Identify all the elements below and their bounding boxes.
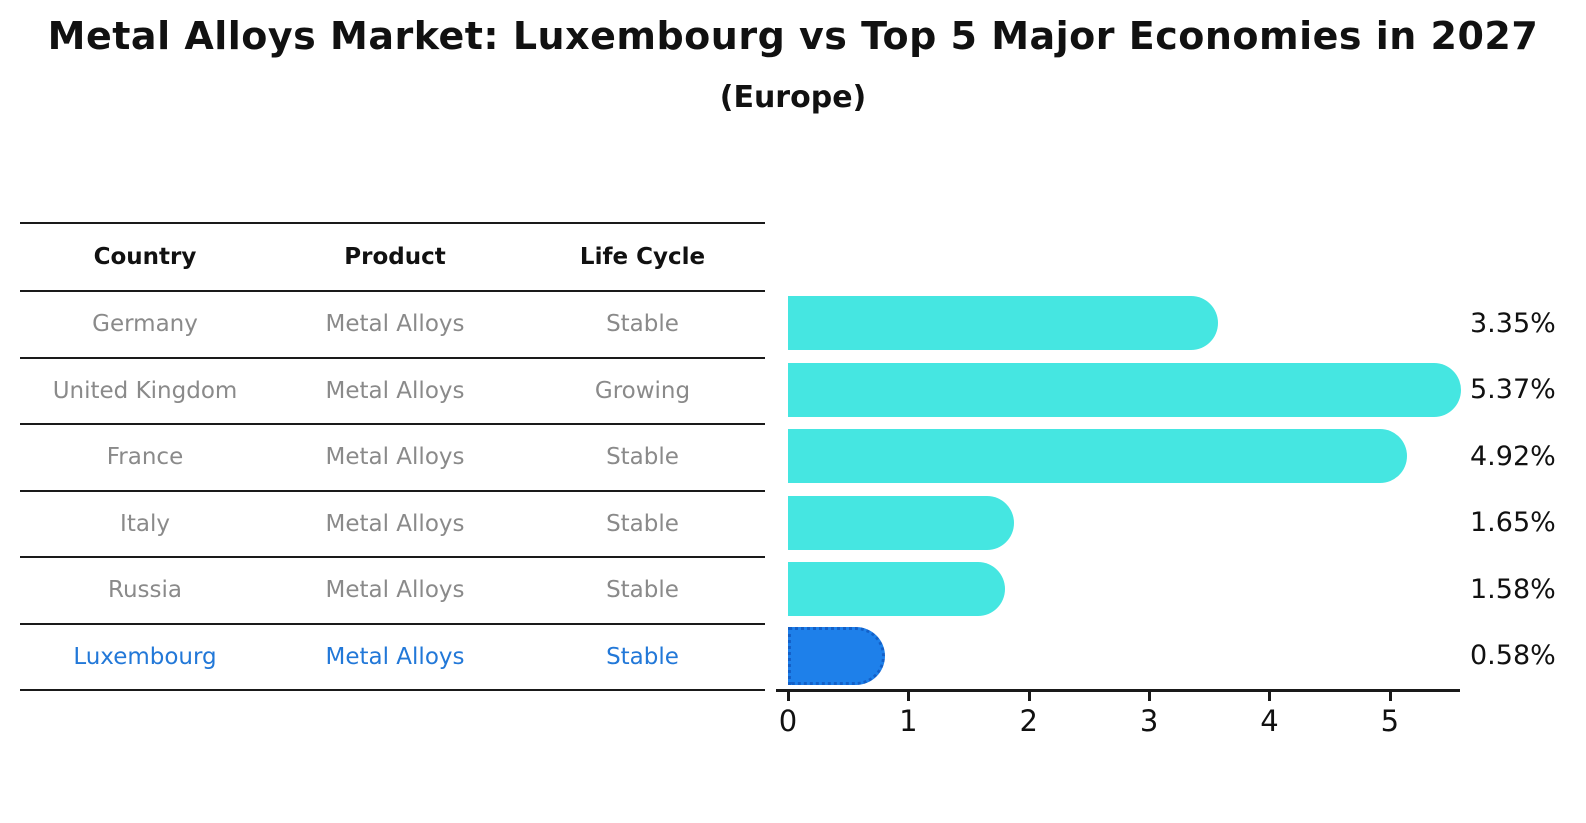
table-row: Russia Metal Alloys Stable: [20, 558, 765, 625]
page-title: Metal Alloys Market: Luxembourg vs Top 5…: [47, 14, 1539, 58]
bar: [788, 362, 1462, 417]
cell-product: Metal Alloys: [325, 444, 465, 471]
cell-country: Russia: [108, 577, 182, 604]
axis-tick-label: 1: [899, 704, 918, 738]
cell-country: United Kingdom: [52, 377, 238, 404]
col-header-lifecycle: Life Cycle: [579, 244, 706, 270]
col-header-country: Country: [93, 244, 197, 270]
bar: [788, 296, 1219, 350]
cell-country: Italy: [120, 510, 170, 537]
cell-product: Metal Alloys: [325, 643, 465, 670]
bar-value-label: 1.65%: [1470, 507, 1556, 539]
axis-tick-mark: [907, 692, 911, 701]
table-body: Germany Metal Alloys Stable United Kingd…: [20, 292, 765, 691]
bar-series: [788, 290, 1462, 690]
table-row: France Metal Alloys Stable: [20, 425, 765, 492]
axis-tick-label: 5: [1380, 704, 1400, 738]
col-header-product: Product: [344, 244, 446, 270]
table-header-row: Country Product Life Cycle: [20, 224, 765, 292]
bar-row: [788, 423, 1456, 490]
cell-lifecycle: Stable: [606, 510, 679, 537]
cell-lifecycle: Stable: [606, 311, 679, 338]
cell-country: Luxembourg: [73, 643, 217, 670]
axis-tick-mark: [1148, 692, 1152, 701]
bar-row: [788, 623, 1456, 690]
axis-tick-mark: [1388, 692, 1392, 701]
axis-tick-mark: [1268, 692, 1272, 701]
cell-lifecycle: Stable: [606, 444, 679, 471]
bar-row: [788, 290, 1456, 357]
value-labels: 3.35% 5.37% 4.92% 1.65% 1.58% 0.58%: [1470, 290, 1586, 689]
bar-value-label: 3.35%: [1470, 307, 1556, 339]
bar-row: [788, 556, 1456, 623]
bar-value-label: 1.58%: [1470, 573, 1556, 605]
table-row: Germany Metal Alloys Stable: [20, 292, 765, 359]
page-subtitle: (Europe): [719, 80, 867, 115]
bar-row: [788, 357, 1462, 424]
cell-lifecycle: Growing: [594, 377, 691, 404]
axis-tick-label: 2: [1019, 704, 1038, 738]
axis-tick-label: 3: [1139, 704, 1159, 738]
cell-lifecycle: Stable: [606, 577, 679, 604]
bar-chart: 0 1 2 3 4 5: [776, 290, 1462, 738]
cell-country: Germany: [92, 311, 198, 338]
cell-lifecycle: Stable: [606, 643, 679, 670]
bar: [788, 429, 1408, 483]
bar-value-label: 0.58%: [1470, 640, 1556, 672]
country-table: Country Product Life Cycle Germany Metal…: [20, 222, 765, 691]
table-row: Italy Metal Alloys Stable: [20, 492, 765, 558]
cell-product: Metal Alloys: [325, 577, 465, 604]
bar: [788, 495, 1014, 550]
bar-row: [788, 490, 1456, 557]
cell-product: Metal Alloys: [325, 311, 465, 338]
bar: [788, 626, 885, 685]
x-axis-line: [776, 689, 1460, 692]
axis-tick-mark: [787, 692, 790, 701]
cell-product: Metal Alloys: [325, 510, 465, 537]
bar: [788, 562, 1006, 616]
bar-value-label: 4.92%: [1470, 440, 1556, 472]
axis-tick-label: 4: [1260, 704, 1279, 738]
cell-country: France: [106, 444, 184, 471]
bar-value-label: 5.37%: [1470, 374, 1556, 406]
table-row: United Kingdom Metal Alloys Growing: [20, 359, 765, 425]
axis-tick-label: 0: [778, 704, 798, 738]
cell-product: Metal Alloys: [325, 377, 465, 404]
axis-tick-mark: [1027, 692, 1031, 701]
table-row: Luxembourg Metal Alloys Stable: [20, 625, 765, 691]
